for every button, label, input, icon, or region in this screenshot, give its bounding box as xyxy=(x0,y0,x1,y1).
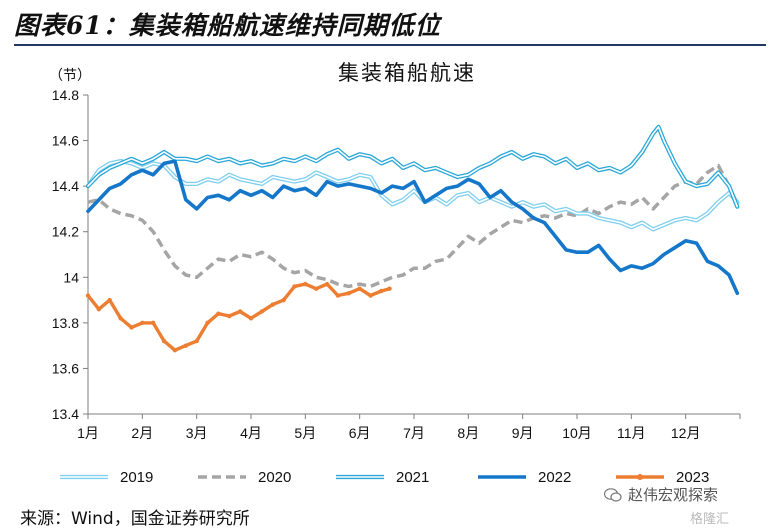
series-2023-point xyxy=(357,286,362,291)
figure-title: 图表61：集装箱船航速维持同期低位 xyxy=(14,11,441,40)
series-2023-point xyxy=(227,313,232,319)
series-2023-point xyxy=(161,338,167,344)
x-tick-label: 11月 xyxy=(617,425,646,441)
x-tick-label: 12月 xyxy=(671,425,701,441)
x-tick-label: 8月 xyxy=(457,425,479,441)
y-tick-label: 13.4 xyxy=(52,406,79,422)
line-chart: 集装箱船航速 （节） 13.4 13.6 13.8 14 14.2 14.4 14.6 14.… xyxy=(49,61,741,441)
legend-item-2020: 2020 xyxy=(196,462,291,492)
series-2021-line-inner xyxy=(87,126,739,208)
series-2023-point xyxy=(248,316,254,321)
watermark-text: 赵伟宏观探索 xyxy=(628,486,719,504)
x-tick-label: 2月 xyxy=(131,425,153,441)
series-2023-point xyxy=(379,288,384,294)
series-2019-line-inner xyxy=(87,160,739,231)
y-tick-label: 13.6 xyxy=(52,360,79,376)
series-2023-point xyxy=(237,309,243,314)
legend-swatch-2020 xyxy=(198,475,246,479)
series-2023-line xyxy=(86,282,392,352)
y-tick-label: 14.4 xyxy=(52,178,79,194)
source-note: 来源：Wind，国金证券研究所 xyxy=(20,509,250,529)
legend-item-2022: 2022 xyxy=(476,462,571,492)
legend-label: 2021 xyxy=(396,468,430,486)
series-2023-point xyxy=(118,316,123,321)
y-tick-label: 14.6 xyxy=(52,133,79,149)
series-2023-point xyxy=(314,286,319,291)
watermark-subtext: 格隆汇 xyxy=(690,512,730,527)
legend-item-2023: 2023 xyxy=(614,462,709,492)
y-tick-label: 14 xyxy=(63,269,79,285)
x-tick-label: 9月 xyxy=(512,425,534,441)
legend-label: 2022 xyxy=(538,468,572,486)
x-tick-label: 3月 xyxy=(186,425,208,441)
legend-swatch-2022 xyxy=(478,475,526,479)
x-tick-label: 6月 xyxy=(349,425,371,441)
series-2023-point xyxy=(216,311,221,316)
figure-header: 图表61：集装箱船航速维持同期低位 xyxy=(0,0,772,50)
legend-swatch-2023 xyxy=(616,474,664,480)
series-2023-point xyxy=(259,309,265,314)
legend-item-2021: 2021 xyxy=(334,462,429,492)
x-tick-label: 7月 xyxy=(403,425,425,441)
series-2023-point xyxy=(205,320,210,326)
y-tick-label: 14.8 xyxy=(52,87,79,103)
series-2022-line xyxy=(86,159,740,295)
chart-title: 集装箱船航速 xyxy=(338,61,476,85)
legend: 2019 2020 2021 2022 2023 xyxy=(0,462,772,492)
series-2023-point xyxy=(368,293,373,298)
series-2023-point xyxy=(107,297,112,303)
legend-label: 2023 xyxy=(676,468,710,486)
series-2023-point xyxy=(85,293,91,298)
legend-label: 2020 xyxy=(258,468,292,486)
legend-item-2019: 2019 xyxy=(58,462,153,492)
series-2023-point xyxy=(96,306,102,312)
x-tick-label: 1月 xyxy=(77,425,99,441)
series-2023-point xyxy=(129,325,134,330)
y-tick-label: 13.8 xyxy=(52,315,79,331)
x-tick-label: 5月 xyxy=(294,425,316,441)
series-2023-point xyxy=(183,343,188,348)
series-2023-point xyxy=(270,302,275,307)
series-2023-point xyxy=(387,286,392,291)
legend-label: 2019 xyxy=(120,468,154,486)
series-2023-point xyxy=(172,348,178,353)
series-2023-point xyxy=(140,320,145,326)
header-rule xyxy=(14,44,766,46)
watermark: 赵伟宏观探索 xyxy=(604,484,718,505)
series-2023-point xyxy=(292,284,297,289)
series-2020-line xyxy=(87,163,739,289)
legend-swatch-2021 xyxy=(336,474,384,480)
series-2023-point xyxy=(346,291,351,296)
series-2023-point xyxy=(151,320,156,326)
x-tick-label: 10月 xyxy=(562,425,592,441)
y-axis-unit: （节） xyxy=(49,67,91,83)
plot-area: 13.4 13.6 13.8 14 14.2 14.4 14.6 14.8 1月 2月 3月 4月 5月… xyxy=(52,87,741,441)
y-tick-label: 14.2 xyxy=(52,224,79,240)
series-2023-point xyxy=(281,297,286,303)
series-2023-point xyxy=(324,281,330,287)
series-2023-point xyxy=(335,293,341,298)
legend-swatch-2019 xyxy=(60,474,108,480)
series-2023-point xyxy=(194,338,199,344)
x-tick-label: 4月 xyxy=(240,425,262,441)
wechat-icon xyxy=(604,487,622,502)
series-2023-point xyxy=(303,281,308,287)
